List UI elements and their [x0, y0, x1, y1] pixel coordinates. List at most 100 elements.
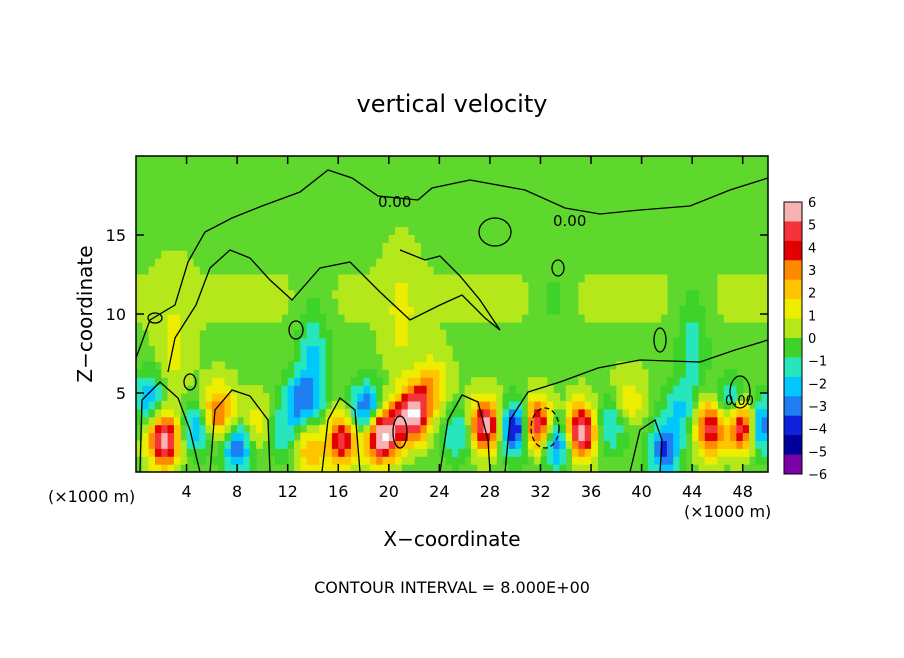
heatmap-cell	[584, 464, 592, 472]
heatmap-cell	[426, 440, 434, 449]
heatmap-cell	[306, 353, 314, 362]
heatmap-cell	[388, 448, 396, 457]
heatmap-cell	[224, 393, 232, 402]
heatmap-cell	[654, 282, 662, 291]
heatmap-cell	[338, 464, 346, 472]
x-unit-label-right: (×1000 m)	[684, 502, 771, 521]
heatmap-cell	[262, 424, 270, 434]
heatmap-cell	[414, 448, 421, 457]
x-tick-label: 4	[181, 482, 191, 501]
heatmap-cell	[470, 314, 478, 323]
heatmap-cell	[749, 314, 756, 323]
heatmap-cell	[243, 456, 251, 465]
heatmap-cell	[287, 385, 295, 394]
heatmap-cell	[211, 377, 219, 386]
heatmap-cell	[591, 424, 598, 434]
heatmap-cell	[407, 440, 415, 449]
heatmap-cell	[388, 321, 396, 331]
heatmap-cell	[161, 329, 169, 339]
heatmap-cell	[401, 361, 409, 370]
contour-island-1	[478, 217, 512, 247]
heatmap-cell	[369, 448, 377, 457]
heatmap-cell	[167, 361, 175, 370]
heatmap-cell	[704, 400, 712, 410]
heatmap-cell	[698, 314, 706, 323]
heatmap-cell	[388, 432, 396, 441]
heatmap-cell	[730, 314, 737, 323]
heatmap-cell	[736, 448, 744, 457]
heatmap-cell	[180, 266, 188, 276]
heatmap-cell	[414, 369, 421, 378]
heatmap-cell	[173, 282, 181, 291]
heatmap-cell	[224, 416, 232, 426]
heatmap-cell	[704, 424, 712, 434]
heatmap-cell	[572, 408, 579, 418]
heatmap-cell	[761, 290, 768, 299]
heatmap-cell	[730, 432, 737, 441]
heatmap-cell	[717, 456, 725, 465]
zero-contour-lower-5	[504, 339, 768, 472]
heatmap-cell	[167, 393, 175, 402]
heatmap-cell	[742, 440, 750, 449]
heatmap-cell	[698, 393, 706, 402]
heatmap-cell	[502, 424, 510, 434]
heatmap-cell	[148, 456, 156, 465]
heatmap-cell	[180, 314, 188, 323]
heatmap-cell	[192, 274, 200, 283]
heatmap-cell	[401, 290, 409, 299]
heatmap-cell	[464, 385, 472, 394]
heatmap-cell	[565, 393, 573, 402]
heatmap-cell	[186, 345, 194, 355]
colorbar-band	[784, 318, 802, 339]
heatmap-cell	[578, 290, 586, 299]
heatmap-cell	[249, 282, 257, 291]
heatmap-cell	[325, 385, 333, 394]
heatmap-cell	[142, 369, 150, 378]
heatmap-cell	[249, 408, 257, 418]
heatmap-cell	[237, 306, 245, 315]
heatmap-cell	[401, 306, 409, 315]
heatmap-cell	[369, 400, 377, 410]
heatmap-cell	[350, 306, 358, 315]
heatmap-cell	[186, 408, 194, 418]
heatmap-cell	[730, 282, 737, 291]
heatmap-cell	[325, 464, 333, 472]
heatmap-cell	[407, 385, 415, 394]
heatmap-cell	[483, 274, 491, 283]
heatmap-cell	[136, 298, 143, 307]
heatmap-cell	[692, 337, 700, 347]
heatmap-cell	[306, 393, 314, 402]
heatmap-cell	[508, 282, 516, 291]
heatmap-cell	[736, 290, 744, 299]
heatmap-cell	[433, 290, 440, 299]
heatmap-cell	[249, 385, 257, 394]
heatmap-cell	[395, 337, 403, 347]
heatmap-cell	[161, 266, 169, 276]
heatmap-cell	[167, 456, 175, 465]
heatmap-cell	[237, 408, 245, 418]
heatmap-cell	[388, 242, 396, 252]
heatmap-cell	[312, 329, 320, 339]
heatmap-cell	[218, 314, 226, 323]
heatmap-cell	[433, 353, 440, 362]
heatmap-cell	[426, 290, 434, 299]
heatmap-cell	[312, 377, 320, 386]
heatmap-cell	[312, 408, 320, 418]
heatmap-cell	[414, 440, 421, 449]
heatmap-cell	[717, 393, 725, 402]
heatmap-cell	[142, 393, 150, 402]
heatmap-cell	[180, 321, 188, 331]
heatmap-cell	[154, 385, 162, 394]
heatmap-cell	[224, 456, 232, 465]
heatmap-cell	[218, 440, 226, 449]
heatmap-cell	[186, 440, 194, 449]
heatmap-cell	[426, 369, 434, 378]
heatmap-cell	[180, 448, 188, 457]
heatmap-cell	[344, 456, 352, 465]
heatmap-cell	[173, 432, 181, 441]
heatmap-cell	[319, 377, 327, 386]
heatmap-cell	[433, 408, 440, 418]
heatmap-cell	[369, 274, 377, 283]
heatmap-cell	[515, 400, 523, 410]
heatmap-cell	[388, 369, 396, 378]
